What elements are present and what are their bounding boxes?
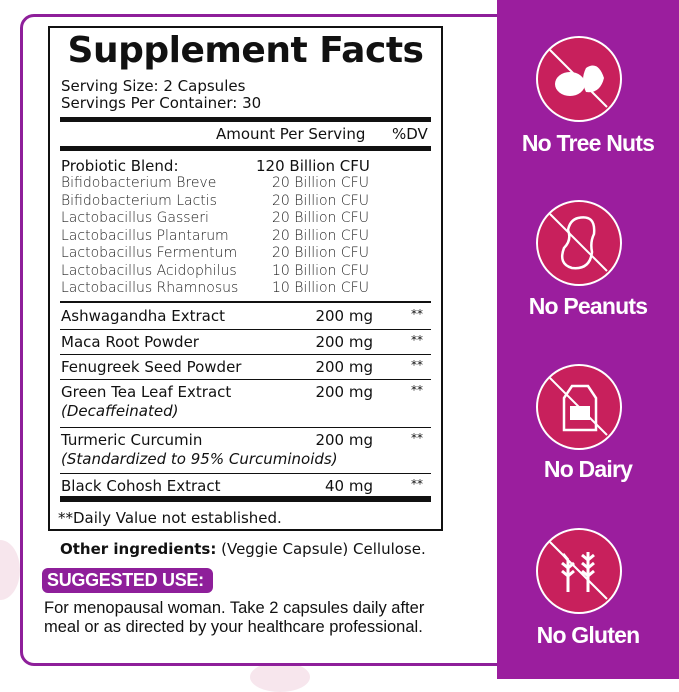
- supplement-facts-label: Supplement Facts Serving Size: 2 Capsule…: [48, 26, 443, 531]
- divider: [60, 301, 431, 303]
- divider: [60, 146, 431, 151]
- serving-size: Serving Size: 2 Capsules: [61, 77, 246, 95]
- suggested-use-heading: SUGGESTED USE:: [42, 568, 213, 593]
- strain-amount: 20 Billion CFU: [272, 227, 369, 244]
- ingredient-name: Green Tea Leaf Extract: [61, 383, 232, 401]
- background-decoration: [0, 540, 20, 600]
- label-title: Supplement Facts: [67, 30, 424, 71]
- strain-name: Lactobacillus Rhamnosus: [61, 280, 239, 296]
- no-peanuts-icon: [536, 200, 622, 286]
- strain-name: Lactobacillus Plantarum: [61, 227, 229, 244]
- strain-name: Lactobacillus Fermentum: [61, 245, 238, 261]
- ingredient-name: Black Cohosh Extract: [61, 477, 221, 495]
- strain-name: Lactobacillus Acidophilus: [61, 262, 237, 279]
- no-dairy-icon: [536, 364, 622, 450]
- ingredient-row: Black Cohosh Extract 40 mg **: [60, 474, 431, 497]
- ingredient-dv: **: [411, 383, 423, 397]
- divider: [60, 117, 431, 122]
- blend-amount: 120 Billion CFU: [256, 157, 370, 175]
- badge-label: No Dairy: [543, 456, 633, 482]
- other-ingredients-value: (Veggie Capsule) Cellulose.: [216, 540, 426, 558]
- ingredient-amount: 40 mg: [325, 477, 373, 495]
- dv-header: %DV: [392, 125, 428, 143]
- strain-name: Bifidobacterium Breve: [61, 175, 217, 191]
- blend-name: Probiotic Blend:: [61, 157, 179, 175]
- badge-label: No Tree Nuts: [521, 130, 655, 156]
- ingredient-amount: 200 mg: [315, 358, 373, 376]
- ingredient-note: (Decaffeinated): [61, 402, 179, 420]
- strain-amount: 20 Billion CFU: [272, 245, 369, 261]
- badge-label: No Peanuts: [528, 293, 648, 319]
- ingredient-name: Turmeric Curcumin: [61, 431, 203, 449]
- ingredient-dv: **: [411, 358, 423, 372]
- ingredient-row: Ashwagandha Extract 200 mg **: [60, 304, 431, 330]
- background-decoration: [250, 662, 310, 692]
- ingredient-name: Ashwagandha Extract: [61, 307, 225, 325]
- ingredient-dv: **: [411, 307, 423, 321]
- ingredient-dv: **: [411, 477, 423, 491]
- badge-label: No Gluten: [536, 622, 640, 648]
- ingredient-row: Maca Root Powder 200 mg **: [60, 330, 431, 355]
- ingredient-note: (Standardized to 95% Curcuminoids): [61, 450, 338, 468]
- no-gluten-icon: [536, 528, 622, 614]
- strain-amount: 20 Billion CFU: [272, 210, 369, 226]
- suggested-use-text: For menopausal woman. Take 2 capsules da…: [44, 599, 425, 636]
- ingredient-row: Turmeric Curcumin (Standardized to 95% C…: [60, 428, 431, 474]
- divider: [60, 497, 431, 502]
- strain-name: Bifidobacterium Lactis: [61, 192, 217, 209]
- strain-amount: 10 Billion CFU: [272, 262, 369, 279]
- servings-per-container: Servings Per Container: 30: [61, 94, 262, 112]
- other-ingredients-label: Other ingredients:: [60, 540, 217, 558]
- allergen-sidebar: No Tree Nuts No Peanuts No Dairy No Glut…: [497, 0, 679, 679]
- no-tree-nuts-icon: [536, 36, 622, 122]
- amount-header: Amount Per Serving: [216, 125, 366, 143]
- ingredient-amount: 200 mg: [315, 307, 373, 325]
- ingredient-row: Green Tea Leaf Extract (Decaffeinated) 2…: [60, 380, 431, 428]
- ingredient-row: Fenugreek Seed Powder 200 mg **: [60, 355, 431, 380]
- strain-amount: 20 Billion CFU: [272, 192, 369, 209]
- ingredient-dv: **: [411, 333, 423, 347]
- ingredient-name: Maca Root Powder: [61, 333, 199, 351]
- other-ingredients: Other ingredients: (Veggie Capsule) Cell…: [60, 540, 426, 558]
- ingredient-name: Fenugreek Seed Powder: [61, 358, 242, 376]
- ingredient-amount: 200 mg: [315, 431, 373, 449]
- ingredient-amount: 200 mg: [315, 383, 373, 401]
- footnote: **Daily Value not established.: [58, 509, 282, 527]
- strain-amount: 10 Billion CFU: [272, 280, 369, 296]
- strain-name: Lactobacillus Gasseri: [61, 210, 209, 226]
- ingredient-dv: **: [411, 431, 423, 445]
- ingredient-amount: 200 mg: [315, 333, 373, 351]
- strain-amount: 20 Billion CFU: [272, 175, 369, 191]
